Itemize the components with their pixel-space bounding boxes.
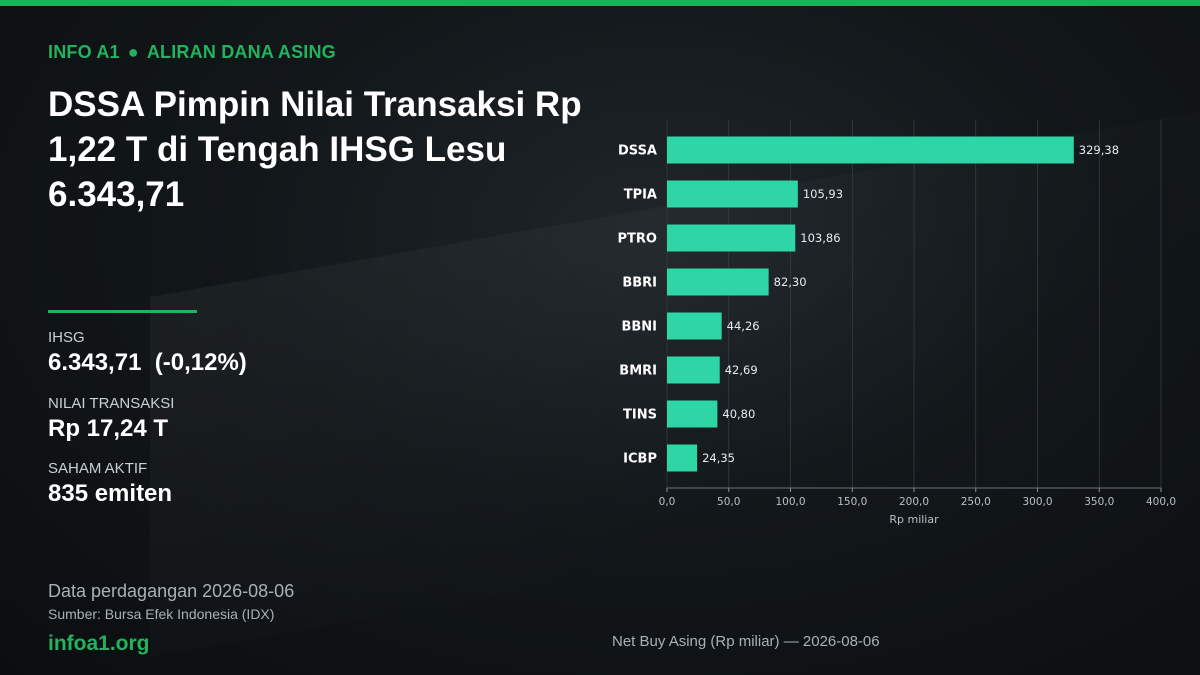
bar-tpia: [667, 180, 798, 208]
x-tick-label: 350,0: [1084, 496, 1114, 508]
category-label: BMRI: [619, 364, 657, 379]
x-tick-label: 400,0: [1146, 496, 1176, 508]
category-label: DSSA: [618, 144, 657, 159]
separator-dot-icon: ●: [127, 42, 139, 62]
bar-bbni: [667, 312, 722, 340]
turnover-label: NILAI TRANSAKSI: [48, 395, 175, 412]
category-label: PTRO: [618, 232, 657, 247]
value-label: 42,69: [725, 363, 758, 377]
active-stocks-label: SAHAM AKTIF: [48, 460, 148, 477]
x-tick-label: 0,0: [659, 496, 676, 508]
x-tick-label: 150,0: [837, 496, 867, 508]
value-label: 82,30: [774, 275, 807, 289]
category-label: BBRI: [622, 276, 657, 291]
bar-tins: [667, 400, 718, 428]
chart-x-axis: 0,0 50,0 100,0 150,0 200,0 250,0 300,0 350,0 400…: [659, 487, 1176, 508]
headline: DSSA Pimpin Nilai Transaksi Rp 1,22 T di…: [48, 85, 582, 214]
data-source: Sumber: Bursa Efek Indonesia (IDX): [48, 606, 275, 622]
category-label: TINS: [623, 408, 657, 423]
x-tick-label: 50,0: [717, 496, 740, 508]
top-accent-bar: [0, 0, 1200, 6]
ihsg-value: 6.343,71 (-0,12%): [48, 349, 247, 376]
bar-ptro: [667, 224, 796, 252]
site-brand: infoa1.org: [48, 632, 150, 655]
bar-bbri: [667, 268, 769, 296]
value-label: 40,80: [722, 407, 755, 421]
category-label: BBNI: [621, 320, 657, 335]
data-date: Data perdagangan 2026-08-06: [48, 581, 295, 601]
brand-tag: INFO A1: [48, 42, 120, 62]
turnover-value: Rp 17,24 T: [48, 415, 169, 442]
chart-caption: Net Buy Asing (Rp miliar) — 2026-08-06: [612, 633, 880, 650]
section-label: ALIRAN DANA ASING: [146, 42, 336, 62]
chart-bars: DSSA 329,38 TPIA 105,93 PTRO 103,86 BBRI 82,30 B…: [618, 136, 1119, 472]
bar-bmri: [667, 356, 720, 384]
x-tick-label: 100,0: [775, 496, 805, 508]
value-label: 44,26: [727, 319, 760, 333]
value-label: 105,93: [803, 187, 843, 201]
x-tick-label: 250,0: [961, 496, 991, 508]
x-axis-title: Rp miliar: [889, 513, 939, 526]
bar-dssa: [667, 136, 1074, 164]
divider: [48, 310, 197, 313]
chart-gridlines: [666, 120, 1162, 488]
value-label: 24,35: [702, 451, 735, 465]
active-stocks-value: 835 emiten: [48, 480, 173, 507]
value-label: 329,38: [1079, 143, 1119, 157]
x-tick-label: 200,0: [899, 496, 929, 508]
category-label: TPIA: [624, 188, 657, 203]
kicker: INFO A1 ● ALIRAN DANA ASING: [48, 42, 336, 63]
value-label: 103,86: [800, 231, 840, 245]
x-tick-label: 300,0: [1022, 496, 1052, 508]
ihsg-label: IHSG: [48, 329, 85, 346]
category-label: ICBP: [623, 452, 657, 467]
bar-icbp: [667, 444, 698, 472]
net-buy-bar-chart: DSSA 329,38 TPIA 105,93 PTRO 103,86 BBRI 82,30 B…: [618, 120, 1176, 526]
